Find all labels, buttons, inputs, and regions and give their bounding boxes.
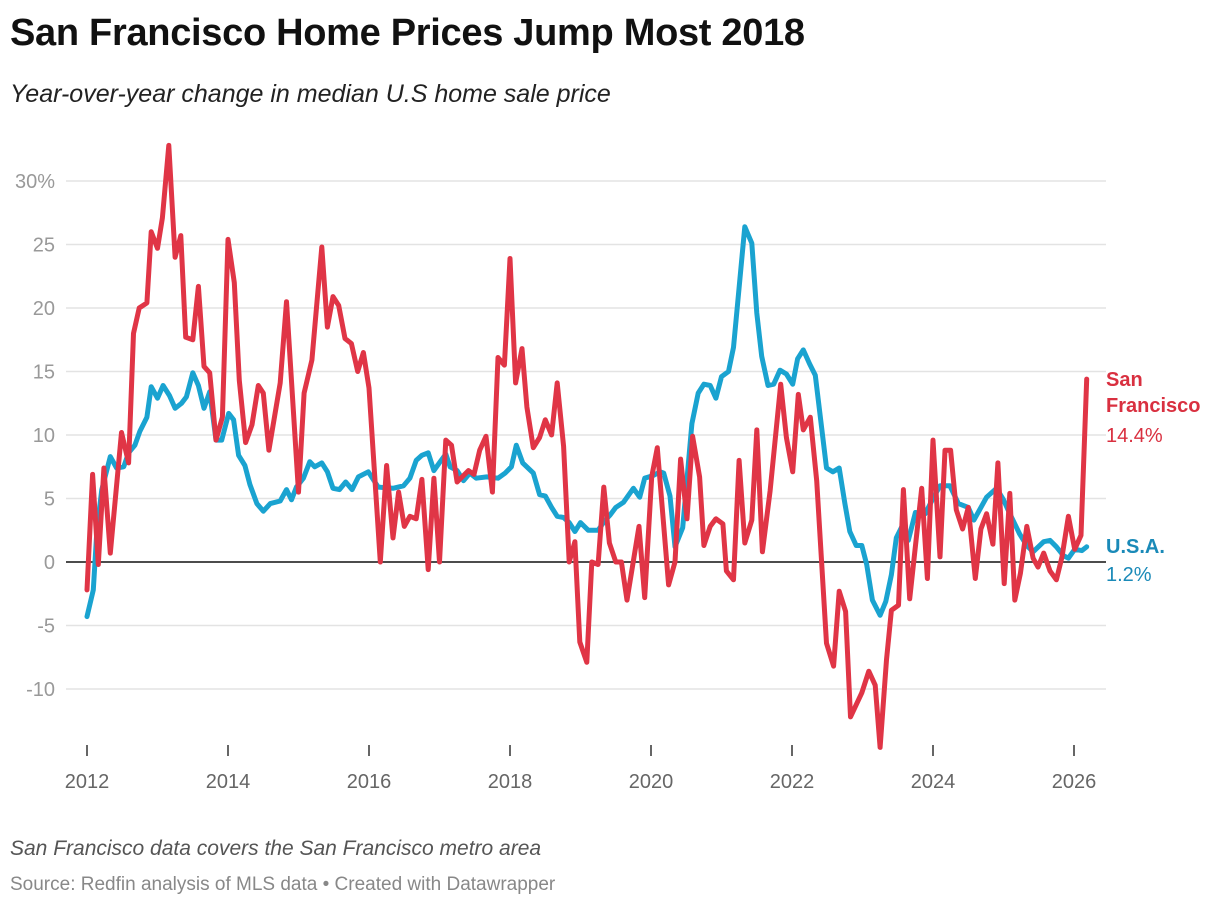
series-name-san-francisco: San Francisco: [1106, 369, 1200, 417]
x-tick-label: 2012: [65, 771, 110, 793]
y-tick-label: -5: [37, 616, 55, 638]
y-tick-label: -10: [26, 679, 55, 701]
label-usa: U.S.A. 1.2%: [1106, 536, 1165, 586]
gridlines: [66, 180, 1106, 690]
y-tick-label: 20: [33, 298, 55, 320]
label-san-francisco: San Francisco 14.4%: [1106, 369, 1200, 447]
chart-source: Source: Redfin analysis of MLS data • Cr…: [10, 874, 556, 895]
series-lines: [84, 142, 1090, 750]
y-axis-ticks: 30% 25 20 15 10 5 0 -5 -10: [15, 171, 55, 701]
x-tick-label: 2022: [770, 771, 815, 793]
series-value-san-francisco: 14.4%: [1106, 425, 1163, 447]
y-tick-label: 15: [33, 362, 55, 384]
x-tick-label: 2016: [347, 771, 392, 793]
series-line-san-francisco: [84, 142, 1090, 750]
y-tick-label: 25: [33, 235, 55, 257]
series-name-usa: U.S.A.: [1106, 536, 1165, 558]
chart-title: San Francisco Home Prices Jump Most 2018: [10, 12, 805, 54]
y-tick-label: 5: [44, 489, 55, 511]
x-axis-ticks: 2012 2014 2016 2018 2020 2022 2024 2026: [65, 745, 1097, 793]
y-tick-label: 0: [44, 552, 55, 574]
chart-subtitle: Year-over-year change in median U.S home…: [10, 80, 611, 108]
x-tick-label: 2020: [629, 771, 674, 793]
series-name-line: San: [1106, 369, 1143, 391]
series-name-line: Francisco: [1106, 395, 1200, 417]
series-labels: San Francisco 14.4% U.S.A. 1.2%: [1106, 369, 1200, 586]
series-value-usa: 1.2%: [1106, 564, 1152, 586]
x-tick-label: 2018: [488, 771, 533, 793]
x-tick-label: 2014: [206, 771, 251, 793]
chart-note: San Francisco data covers the San Franci…: [10, 837, 542, 860]
y-tick-label: 10: [33, 425, 55, 447]
x-tick-label: 2026: [1052, 771, 1097, 793]
y-tick-label: 30%: [15, 171, 55, 193]
x-tick-label: 2024: [911, 771, 956, 793]
series-line-usa: [84, 224, 1090, 620]
